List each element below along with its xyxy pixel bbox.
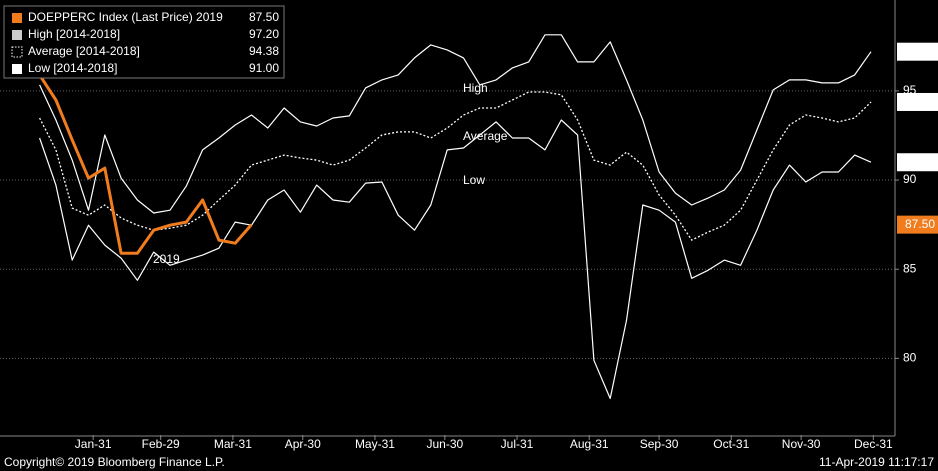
annotation: High [463, 81, 488, 95]
legend-label: High [2014-2018] [28, 27, 120, 41]
x-tick-label: Jul-31 [501, 437, 534, 451]
x-tick-label: Sep-30 [640, 437, 679, 451]
value-tag [897, 92, 938, 111]
series-line [39, 91, 872, 241]
x-tick-label: May-31 [355, 437, 395, 451]
legend-value: 94.38 [249, 44, 279, 58]
legend-swatch [11, 46, 23, 58]
legend-label: Low [2014-2018] [28, 61, 117, 75]
value-tag-label: 91.00 [905, 154, 935, 168]
value-tag [897, 215, 938, 234]
value-tag [897, 42, 938, 61]
x-tick-label: Mar-31 [214, 437, 252, 451]
copyright: Copyright© 2019 Bloomberg Finance L.P. [4, 455, 225, 469]
legend-swatch [12, 64, 22, 74]
annotation: 2019 [153, 252, 180, 266]
series-line [39, 34, 872, 214]
legend-value: 97.20 [249, 27, 279, 41]
x-tick-label: Jun-30 [426, 437, 463, 451]
legend-label: DOEPPERC Index (Last Price) 2019 [28, 10, 223, 24]
legend-swatch [12, 13, 22, 23]
x-tick-label: Dec-31 [854, 437, 893, 451]
y-tick-label: 85 [903, 261, 917, 275]
value-tag-label: 94.38 [905, 94, 935, 108]
value-tag-label: 97.20 [905, 44, 935, 58]
value-tag [897, 153, 938, 172]
annotation: Low [463, 173, 485, 187]
timestamp: 11-Apr-2019 11:17:17 [819, 455, 934, 469]
x-tick-label: Aug-31 [570, 437, 609, 451]
x-tick-label: Nov-30 [782, 437, 821, 451]
x-tick-label: Jan-31 [75, 437, 112, 451]
value-tag-label: 87.50 [905, 217, 935, 231]
series-line [39, 119, 872, 400]
legend-value: 87.50 [249, 10, 279, 24]
legend-value: 91.00 [249, 61, 279, 75]
x-tick-label: Apr-30 [285, 437, 321, 451]
annotation: Average [463, 129, 508, 143]
x-tick-label: Feb-29 [142, 437, 180, 451]
series-line [38, 74, 253, 255]
legend-box [3, 5, 285, 79]
y-tick-label: 90 [903, 172, 917, 186]
y-tick-label: 80 [903, 351, 917, 365]
legend-swatch [12, 30, 22, 40]
x-tick-label: Oct-31 [713, 437, 749, 451]
legend-label: Average [2014-2018] [28, 44, 140, 58]
